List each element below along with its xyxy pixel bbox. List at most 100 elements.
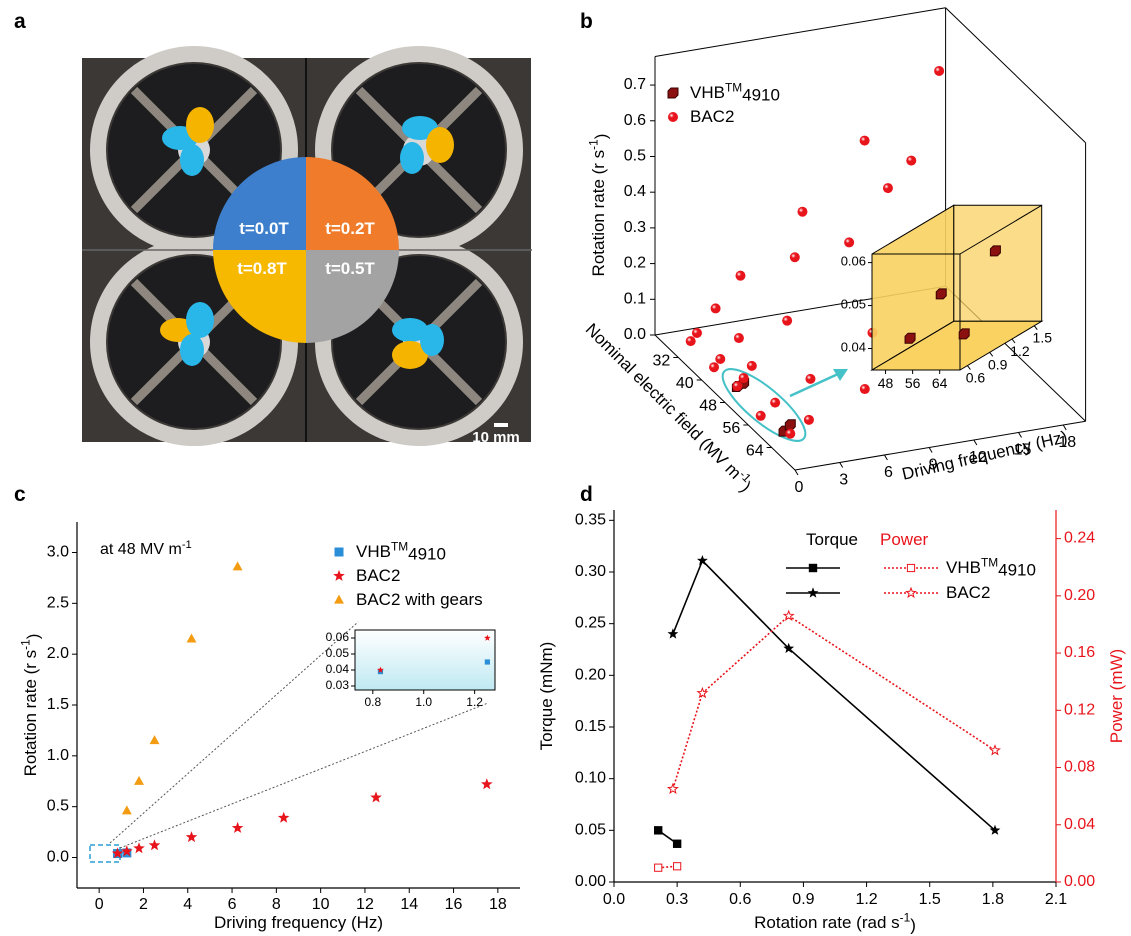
x-tick-label: 16 xyxy=(445,896,463,913)
point xyxy=(804,415,814,425)
y-tick-label: 0.15 xyxy=(575,718,606,735)
x-tick-label: 0 xyxy=(795,479,804,496)
photo-panel xyxy=(82,54,532,442)
inset-y-tick-label: 0.03 xyxy=(326,678,350,692)
scale-bar xyxy=(494,423,508,427)
legend-label: VHBTM4910 xyxy=(690,81,780,105)
point xyxy=(481,778,493,789)
point xyxy=(711,303,721,313)
x-tick-label: 8 xyxy=(272,896,281,913)
legend-marker xyxy=(906,588,915,597)
power-point xyxy=(674,863,681,870)
legend-label: BAC2 xyxy=(356,566,400,585)
legend-marker xyxy=(907,564,914,571)
z-tick-label: 64 xyxy=(746,443,764,460)
point xyxy=(233,561,243,570)
y2-tick-label: 0.04 xyxy=(1064,816,1095,833)
y-tick-label: 2.5 xyxy=(47,595,69,612)
power-point xyxy=(990,746,999,755)
point xyxy=(805,374,815,384)
point xyxy=(739,373,749,383)
point xyxy=(278,812,290,823)
scale-bar-label: 10 mm xyxy=(472,429,520,446)
y-tick-label: 0.05 xyxy=(575,822,606,839)
x-tick-label: 0.9 xyxy=(792,891,814,908)
y-axis-label: Rotation rate (r s-1) xyxy=(19,634,43,777)
point xyxy=(692,328,702,338)
y-tick-label: 0.25 xyxy=(575,615,606,632)
phase-label: t=0.0T xyxy=(239,219,289,238)
x-tick xyxy=(795,470,798,475)
torque-point xyxy=(668,628,679,638)
y-tick-label: 2.0 xyxy=(47,645,69,662)
point xyxy=(122,805,132,814)
point xyxy=(883,183,893,193)
point xyxy=(686,336,696,346)
x-tick xyxy=(929,448,932,453)
legend-label: VHBTM4910 xyxy=(356,540,446,564)
point xyxy=(133,842,145,853)
y-tick-label: 0.0 xyxy=(47,849,69,866)
z-tick-label: 48 xyxy=(699,398,717,415)
y2-tick-label: 0.16 xyxy=(1064,644,1095,661)
x-tick-label: 0.6 xyxy=(729,891,751,908)
inset-x-tick-label: 0.9 xyxy=(988,356,1008,372)
inset-y-tick-label: 0.05 xyxy=(326,646,350,660)
legend-marker xyxy=(809,564,817,572)
inset-frame xyxy=(355,630,495,690)
y-axis-label: Rotation rate (r s-1) xyxy=(587,134,611,277)
inset-x-tick-label: 1.0 xyxy=(415,695,432,709)
z-tick-label: 40 xyxy=(676,375,694,392)
point xyxy=(747,361,757,371)
y2-tick-label: 0.00 xyxy=(1064,873,1095,890)
legend-marker xyxy=(668,112,678,122)
y-tick-label: 3.0 xyxy=(47,544,69,561)
legend-label: BAC2 with gears xyxy=(356,590,483,609)
inset-x-tick-label: 0.8 xyxy=(364,695,381,709)
y-tick-label: 0.5 xyxy=(624,148,646,165)
torque-point xyxy=(673,840,681,848)
inset-point xyxy=(485,659,490,664)
legend-marker xyxy=(333,570,345,581)
x-tick-label: 6 xyxy=(884,464,893,481)
y-tick-label: 0.0 xyxy=(624,326,646,343)
y-tick-label: 0.5 xyxy=(47,798,69,815)
power-point xyxy=(655,864,662,871)
legend-marker xyxy=(334,595,344,604)
inset-z-tick-label: 64 xyxy=(932,375,948,391)
y-tick-label: 1.5 xyxy=(47,696,69,713)
y-tick-label: 0.00 xyxy=(575,873,606,890)
point xyxy=(715,354,725,364)
inset-x-tick-label: 0.6 xyxy=(966,369,986,385)
x-tick-label: 6 xyxy=(228,896,237,913)
y2-tick-label: 0.08 xyxy=(1064,759,1095,776)
inset-z-tick-label: 56 xyxy=(905,375,921,391)
y-tick-label: 0.6 xyxy=(624,112,646,129)
x-tick xyxy=(974,440,977,445)
inset-x-tick-label: 1.2 xyxy=(466,695,483,709)
point xyxy=(370,791,382,802)
y-tick-label: 1.0 xyxy=(47,747,69,764)
point xyxy=(232,822,244,833)
x-tick-label: 1.2 xyxy=(855,891,877,908)
point xyxy=(186,831,198,842)
point xyxy=(785,429,795,439)
panel-label: a xyxy=(14,10,26,33)
legend-label: BAC2 xyxy=(946,583,990,602)
point xyxy=(844,237,854,247)
y-tick-label: 0.30 xyxy=(575,563,606,580)
z-axis-label: Nominal electric field (MV m-1) xyxy=(580,318,758,496)
x-tick-label: 3 xyxy=(839,472,848,489)
inset-y-tick-label: 0.06 xyxy=(326,630,350,644)
phase-label: t=0.2T xyxy=(325,219,375,238)
point xyxy=(860,136,870,146)
inset-y-tick-label: 0.04 xyxy=(326,662,350,676)
legend-label: BAC2 xyxy=(690,107,734,126)
zoom-guide xyxy=(120,703,488,848)
box-edge xyxy=(655,8,946,57)
x-tick-label: 12 xyxy=(356,896,374,913)
y-tick-label: 0.4 xyxy=(624,183,646,200)
point xyxy=(797,207,807,217)
point xyxy=(756,411,766,421)
highlight-ellipse xyxy=(713,359,815,452)
